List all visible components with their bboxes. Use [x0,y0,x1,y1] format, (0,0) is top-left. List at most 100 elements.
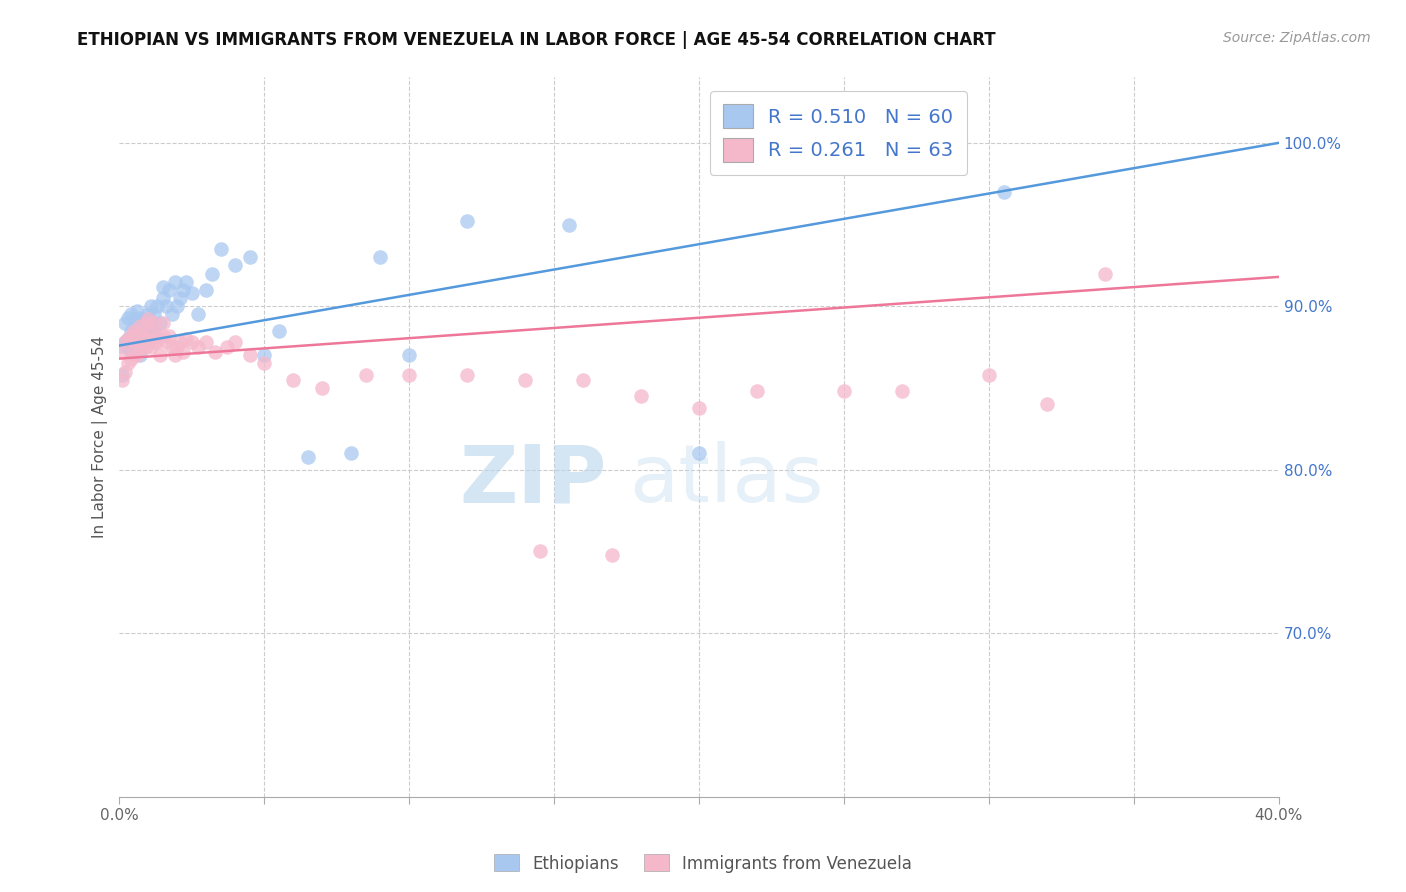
Y-axis label: In Labor Force | Age 45-54: In Labor Force | Age 45-54 [93,336,108,538]
Point [125,348,148,362]
Point [688,446,710,460]
Point [297,450,319,464]
Point [120,328,142,343]
Point [138,327,160,342]
Point [135,340,157,354]
Legend: R = 0.510   N = 60, R = 0.261   N = 63: R = 0.510 N = 60, R = 0.261 N = 63 [710,91,967,175]
Point [204,345,226,359]
Point [239,250,262,264]
Point [891,136,914,150]
Point [152,316,174,330]
Point [141,299,163,313]
Point [117,357,139,371]
Point [160,340,183,354]
Point [125,318,148,333]
Point [155,335,177,350]
Point [128,328,150,343]
Point [201,267,224,281]
Point [125,338,148,352]
Point [354,368,377,382]
Point [195,283,218,297]
Point [131,312,153,326]
Point [149,316,172,330]
Point [111,338,134,352]
Point [558,218,581,232]
Point [283,373,305,387]
Point [111,373,134,387]
Text: Source: ZipAtlas.com: Source: ZipAtlas.com [1223,31,1371,45]
Point [135,316,157,330]
Point [239,348,262,362]
Point [146,335,169,350]
Point [155,299,177,313]
Point [215,340,238,354]
Point [138,332,160,346]
Point [143,324,166,338]
Point [128,338,150,352]
Point [120,351,142,366]
Point [157,328,180,343]
Point [131,332,153,346]
Point [131,340,153,354]
Point [163,275,186,289]
Point [456,368,478,382]
Point [209,242,232,256]
Point [172,283,194,297]
Point [122,335,145,350]
Point [340,446,363,460]
Point [120,345,142,359]
Point [174,275,197,289]
Point [146,328,169,343]
Point [398,368,420,382]
Point [180,286,202,301]
Point [122,332,145,346]
Point [515,373,537,387]
Point [267,324,290,338]
Point [166,340,188,354]
Point [160,308,183,322]
Point [135,316,157,330]
Point [114,335,136,350]
Point [174,332,197,346]
Point [143,308,166,322]
Point [122,324,145,338]
Point [149,348,172,362]
Point [529,544,551,558]
Point [993,185,1015,199]
Point [117,332,139,346]
Point [135,335,157,350]
Point [949,136,972,150]
Point [122,312,145,326]
Legend: Ethiopians, Immigrants from Venezuela: Ethiopians, Immigrants from Venezuela [488,847,918,880]
Point [370,250,392,264]
Point [122,335,145,350]
Text: ETHIOPIAN VS IMMIGRANTS FROM VENEZUELA IN LABOR FORCE | AGE 45-54 CORRELATION CH: ETHIOPIAN VS IMMIGRANTS FROM VENEZUELA I… [77,31,995,49]
Point [138,308,160,322]
Point [146,299,169,313]
Point [187,308,209,322]
Point [120,308,142,322]
Point [187,340,209,354]
Point [114,335,136,350]
Point [128,348,150,362]
Point [169,335,191,350]
Point [143,335,166,350]
Text: atlas: atlas [630,442,824,519]
Point [141,340,163,354]
Point [630,389,652,403]
Point [224,335,246,350]
Point [117,332,139,346]
Point [141,324,163,338]
Point [138,312,160,326]
Text: ZIP: ZIP [460,442,606,519]
Point [195,335,218,350]
Point [128,310,150,325]
Point [1094,267,1116,281]
Point [111,345,134,359]
Point [117,340,139,354]
Point [977,368,1000,382]
Point [152,328,174,343]
Point [891,384,914,399]
Point [157,283,180,297]
Point [832,384,855,399]
